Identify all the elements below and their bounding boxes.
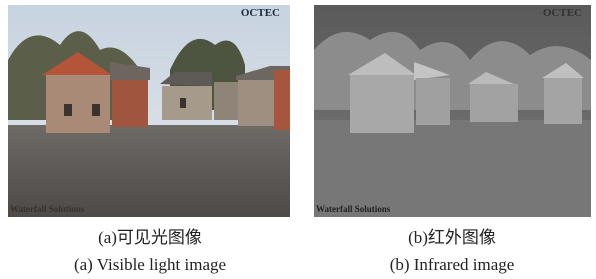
caption-en: (b) Infrared image <box>390 255 515 274</box>
building <box>350 75 414 133</box>
ground <box>314 120 591 217</box>
caption-zh: (a)可见光图像 <box>98 228 202 247</box>
building <box>416 78 450 125</box>
credit: Waterfall Solutions <box>316 204 391 214</box>
building <box>214 82 238 120</box>
figure: OCTEC Waterfall Solutions OCTEC Waterfal… <box>0 0 596 279</box>
caption-en: (a) Visible light image <box>74 255 226 274</box>
window <box>92 104 100 116</box>
building <box>470 84 518 122</box>
building <box>46 75 110 133</box>
building <box>162 86 212 120</box>
logo: OCTEC <box>241 7 280 19</box>
building <box>274 70 290 130</box>
visible-image: OCTEC Waterfall Solutions <box>8 5 290 217</box>
building <box>544 78 582 124</box>
window <box>180 98 186 108</box>
building <box>238 80 274 126</box>
infrared-image: OCTEC Waterfall Solutions <box>314 5 591 217</box>
caption-zh: (b)红外图像 <box>408 228 496 247</box>
credit: Waterfall Solutions <box>10 204 85 214</box>
logo: OCTEC <box>543 7 582 19</box>
window <box>64 104 72 116</box>
building <box>112 80 148 127</box>
